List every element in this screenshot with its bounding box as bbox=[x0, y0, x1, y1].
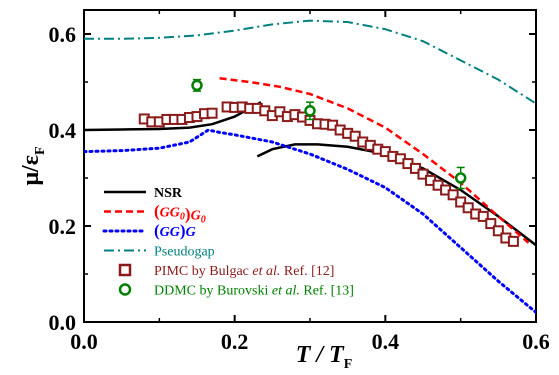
series-layer bbox=[84, 19, 536, 314]
series-gg-g bbox=[84, 128, 536, 314]
x-tick-label: 0.2 bbox=[221, 329, 249, 354]
data-point bbox=[455, 196, 467, 208]
data-point bbox=[477, 210, 489, 222]
data-point bbox=[191, 79, 203, 92]
x-tick-label: 0.6 bbox=[522, 329, 550, 354]
series-line bbox=[84, 19, 536, 105]
data-point bbox=[417, 168, 429, 180]
data-point bbox=[485, 218, 497, 230]
data-point bbox=[304, 105, 316, 117]
series-gg0-g0 bbox=[219, 76, 530, 244]
series-pimc-by-bulgac-et-al-ref-12 bbox=[138, 101, 519, 247]
y-tick-label: 0.6 bbox=[49, 22, 77, 47]
legend-item-pimc-by-bulgac-et-al-ref-12: PIMC by Bulgac et al. Ref. [12] bbox=[118, 263, 334, 279]
series-ddmc-by-burovski-et-al-ref-13 bbox=[191, 78, 467, 190]
data-point bbox=[462, 202, 474, 214]
legend-item-gg0-g0: (GG0)G0 bbox=[104, 202, 206, 226]
legend-item-gg-g: (GG)G bbox=[102, 221, 196, 240]
legend-label: DDMC by Burovski et al. Ref. [13] bbox=[154, 284, 354, 299]
legend-swatch bbox=[118, 283, 132, 296]
y-tick-label: 0.2 bbox=[49, 214, 77, 239]
data-point bbox=[206, 107, 218, 119]
data-point bbox=[349, 130, 361, 142]
legend-label: PIMC by Bulgac et al. Ref. [12] bbox=[154, 264, 334, 279]
data-point bbox=[507, 235, 519, 247]
y-tick-label: 0.0 bbox=[49, 310, 77, 335]
data-point bbox=[409, 162, 421, 174]
axis-titles: T / TF μ/εF bbox=[18, 146, 352, 372]
series-line bbox=[219, 76, 530, 244]
y-tick-label: 0.4 bbox=[49, 118, 77, 143]
legend-item-pseudogap: Pseudogap bbox=[104, 245, 215, 260]
series-line bbox=[84, 128, 536, 314]
x-tick-label: 0.0 bbox=[70, 329, 98, 354]
x-axis-title: T / TF bbox=[296, 342, 353, 372]
series-pseudogap bbox=[84, 19, 536, 105]
legend-label: (GG0)G0 bbox=[154, 202, 206, 226]
data-point bbox=[447, 189, 459, 201]
legend-item-ddmc-by-burovski-et-al-ref-13: DDMC by Burovski et al. Ref. [13] bbox=[118, 283, 354, 299]
legend-label: Pseudogap bbox=[154, 245, 215, 260]
x-tick-label: 0.4 bbox=[372, 329, 400, 354]
legend-swatch bbox=[118, 263, 132, 277]
legend-item-nsr: NSR bbox=[104, 186, 183, 201]
axis-ticks: 0.0 0.2 0.4 0.6 0.0 0.2 0.4 0.6 bbox=[49, 10, 550, 354]
data-point bbox=[492, 225, 504, 237]
legend-label: NSR bbox=[154, 186, 183, 201]
legend-label: (GG)G bbox=[154, 221, 196, 240]
y-axis-title: μ/εF bbox=[18, 146, 48, 185]
data-point bbox=[454, 172, 467, 184]
legend: NSR(GG0)G0(GG)G Pseudogap PIMC by Bulgac e… bbox=[102, 186, 354, 299]
